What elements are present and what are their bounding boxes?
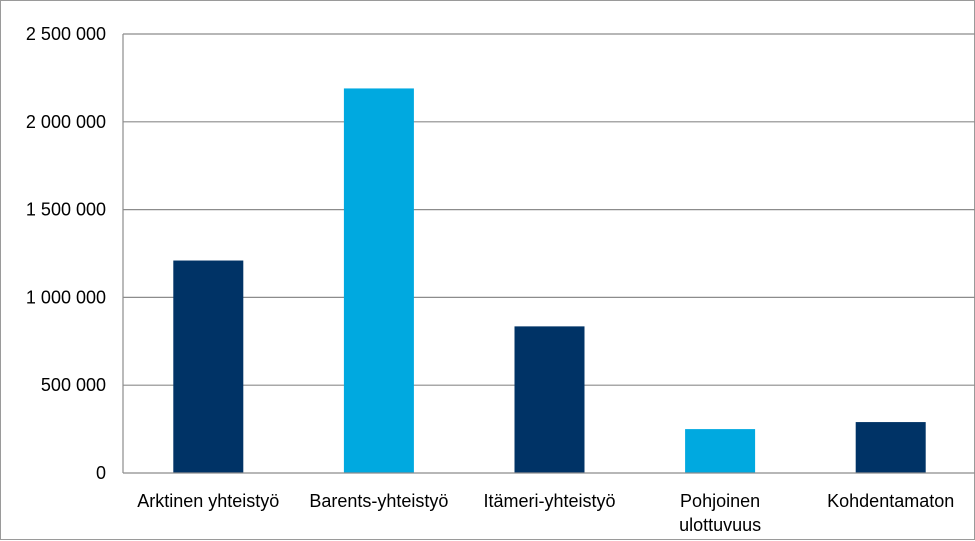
- bar: [685, 429, 756, 473]
- bars: [173, 88, 926, 473]
- y-tick-label: 500 000: [41, 375, 106, 395]
- x-tick-labels: Arktinen yhteistyö Barents-yhteistyö Itäme…: [137, 491, 954, 535]
- y-tick-label: 1 500 000: [26, 200, 106, 220]
- gridlines: [123, 33, 975, 386]
- x-tick-label-line: ulottuvuus: [679, 515, 761, 535]
- bar: [855, 422, 926, 473]
- x-tick-label-line: Pohjoinen: [680, 491, 760, 511]
- x-tick-label-line: Barents-yhteistyö: [309, 491, 448, 511]
- x-tick-label: Arktinen yhteistyö: [137, 491, 279, 511]
- x-tick-label-line: Kohdentamaton: [827, 491, 954, 511]
- y-tick-label: 0: [96, 463, 106, 483]
- bar: [173, 260, 244, 473]
- axes: [122, 34, 975, 474]
- x-tick-label: Pohjoinen ulottuvuus: [679, 491, 761, 535]
- x-tick-label-line: Itämeri-yhteistyö: [483, 491, 615, 511]
- y-tick-label: 2 500 000: [26, 24, 106, 44]
- x-tick-label: Itämeri-yhteistyö: [483, 491, 615, 511]
- y-tick-label: 2 000 000: [26, 112, 106, 132]
- x-tick-label: Barents-yhteistyö: [309, 491, 448, 511]
- bar: [343, 88, 414, 473]
- y-tick-labels: 0 500 000 1 000 000 1 500 000 2 000 000 2 500…: [26, 24, 106, 483]
- x-tick-label: Kohdentamaton: [827, 491, 954, 511]
- x-tick-label-line: Arktinen yhteistyö: [137, 491, 279, 511]
- bar: [514, 326, 585, 473]
- y-tick-label: 1 000 000: [26, 287, 106, 307]
